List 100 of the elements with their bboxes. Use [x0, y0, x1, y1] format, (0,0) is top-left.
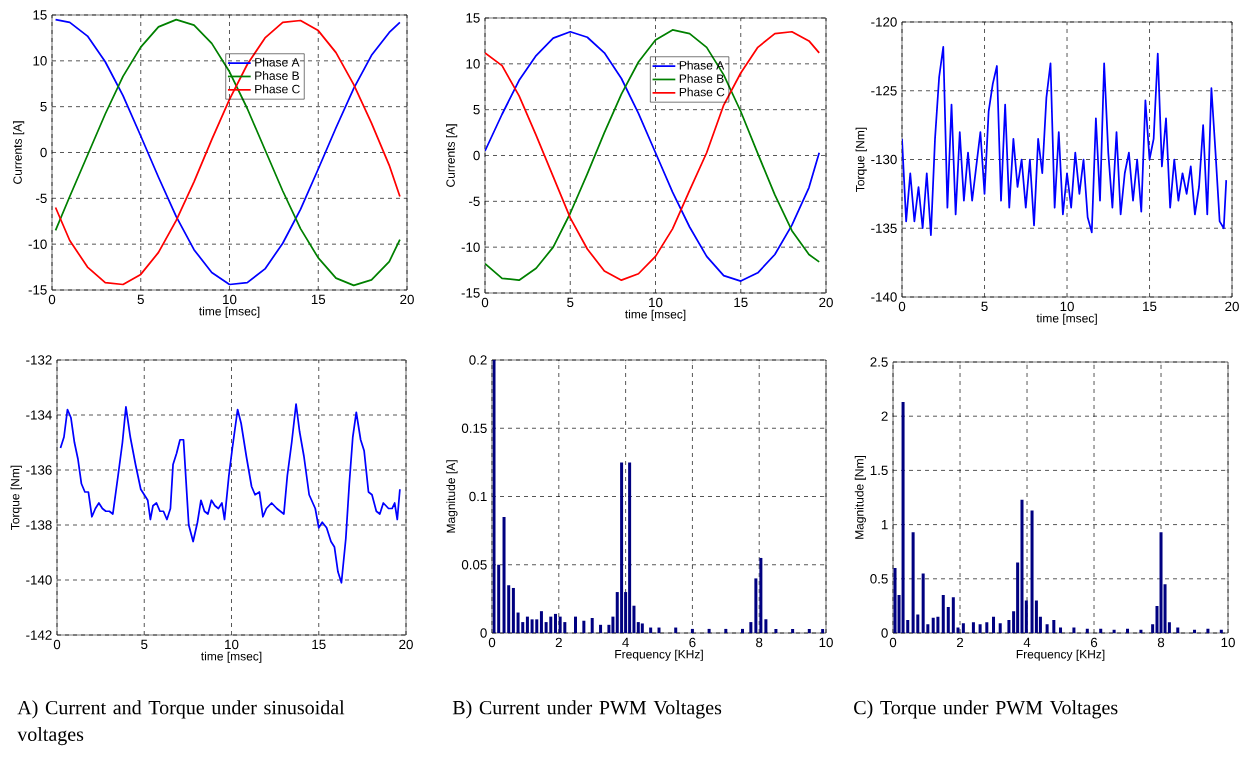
- bar: [558, 616, 562, 634]
- y-axis-title: Currents [A]: [446, 124, 458, 187]
- bar: [1059, 627, 1063, 633]
- y-tick-label: 0.15: [461, 423, 487, 433]
- bar: [1099, 628, 1103, 633]
- text: B) Current under PWM Voltages: [452, 700, 722, 719]
- legend-label: Phase C: [255, 84, 300, 94]
- bar: [749, 622, 753, 634]
- x-tick-label: 15: [312, 639, 326, 650]
- y-tick-label: -5: [469, 196, 480, 206]
- bar: [1112, 629, 1116, 633]
- bar: [525, 616, 529, 634]
- y-tick-label: 15: [466, 13, 480, 23]
- x-tick-label: 2: [555, 637, 562, 648]
- y-tick-label: -5: [36, 193, 47, 203]
- x-tick-label: 20: [1225, 301, 1239, 312]
- x-tick-label: 5: [981, 301, 988, 312]
- y-tick-label: 0.05: [461, 560, 487, 570]
- y-tick-label: -138: [26, 520, 52, 530]
- x-tick-label: 8: [756, 637, 763, 648]
- bar: [674, 627, 678, 634]
- x-axis-title: Frequency [KHz]: [1016, 649, 1105, 661]
- y-tick-label: 2: [881, 411, 888, 421]
- y-tick-label: -125: [871, 86, 897, 96]
- x-tick-label: 15: [734, 297, 748, 308]
- y-tick-label: 0.5: [870, 574, 888, 584]
- x-axis-title: time [msec]: [1036, 313, 1097, 325]
- x-tick-label: 20: [399, 639, 413, 650]
- x-axis-title: Frequency [KHz]: [615, 649, 703, 661]
- bar: [1030, 510, 1034, 633]
- bar: [741, 628, 745, 634]
- bar: [530, 619, 534, 634]
- bar: [978, 624, 982, 633]
- y-tick-label: 1: [881, 520, 888, 530]
- bar: [707, 628, 711, 634]
- x-tick-label: 2: [956, 637, 964, 648]
- y-tick-label: 2.5: [870, 357, 888, 367]
- y-axis-title: Currents [A]: [13, 121, 25, 184]
- y-tick-label: -15: [461, 288, 480, 298]
- bar: [774, 628, 778, 634]
- bar: [1193, 629, 1197, 633]
- x-tick-label: 10: [649, 297, 663, 308]
- y-tick-label: -120: [871, 17, 897, 27]
- bar: [582, 620, 586, 634]
- bar: [1139, 629, 1143, 633]
- bar: [1176, 627, 1180, 633]
- bar: [931, 617, 935, 633]
- bar: [754, 578, 758, 634]
- y-tick-label: -140: [26, 575, 52, 585]
- bar: [690, 628, 694, 634]
- bar: [1219, 629, 1223, 633]
- y-axis-title: Torque [Nm]: [855, 127, 867, 192]
- legend-label: Phase B: [255, 71, 299, 80]
- y-tick-label: 10: [33, 56, 47, 66]
- y-tick-label: 0: [480, 628, 487, 638]
- y-tick-label: -134: [26, 410, 52, 420]
- bar: [971, 622, 975, 633]
- bar: [911, 532, 915, 633]
- x-tick-label: 4: [1023, 637, 1031, 647]
- x-axis-title: time [msec]: [625, 309, 686, 321]
- y-tick-label: -15: [28, 285, 47, 295]
- bar: [985, 622, 989, 633]
- bar: [574, 616, 578, 634]
- bar: [1072, 627, 1076, 633]
- y-tick-label: 0: [881, 628, 888, 638]
- y-tick-label: 0.1: [469, 491, 487, 502]
- x-tick-label: 10: [225, 639, 239, 650]
- x-tick-label: 8: [1157, 637, 1165, 648]
- x-tick-label: 6: [689, 637, 696, 648]
- bar: [764, 619, 768, 634]
- x-tick-label: 0: [53, 639, 61, 650]
- y-tick-label: -136: [26, 465, 52, 475]
- bar: [946, 606, 950, 633]
- y-tick-label: 0: [40, 147, 47, 158]
- x-axis-title: time [msec]: [201, 651, 262, 663]
- x-tick-label: 15: [311, 294, 326, 305]
- y-tick-label: 5: [473, 105, 480, 115]
- y-tick-label: -135: [871, 223, 897, 233]
- y-tick-label: -132: [26, 355, 52, 365]
- bar: [921, 573, 925, 633]
- bar: [549, 616, 553, 634]
- bar: [640, 623, 644, 634]
- y-tick-label: 0.2: [469, 355, 487, 365]
- y-axis-title: Magnitude [Nm]: [854, 456, 866, 539]
- legend-label: Phase B: [679, 74, 724, 83]
- line-series: [902, 45, 1228, 236]
- bar: [1045, 624, 1049, 633]
- y-tick-label: -140: [871, 292, 897, 302]
- bar: [511, 587, 515, 634]
- bar: [516, 612, 520, 634]
- bar: [807, 628, 811, 634]
- bar: [553, 613, 557, 634]
- y-axis-title: Torque [Nm]: [10, 465, 22, 530]
- x-tick-label: 10: [223, 294, 237, 305]
- bar: [1007, 620, 1011, 633]
- x-tick-label: 10: [819, 637, 833, 648]
- x-axis-title: time [msec]: [199, 306, 260, 318]
- x-tick-label: 0: [488, 637, 496, 648]
- bar: [599, 624, 603, 634]
- bar: [1052, 620, 1056, 633]
